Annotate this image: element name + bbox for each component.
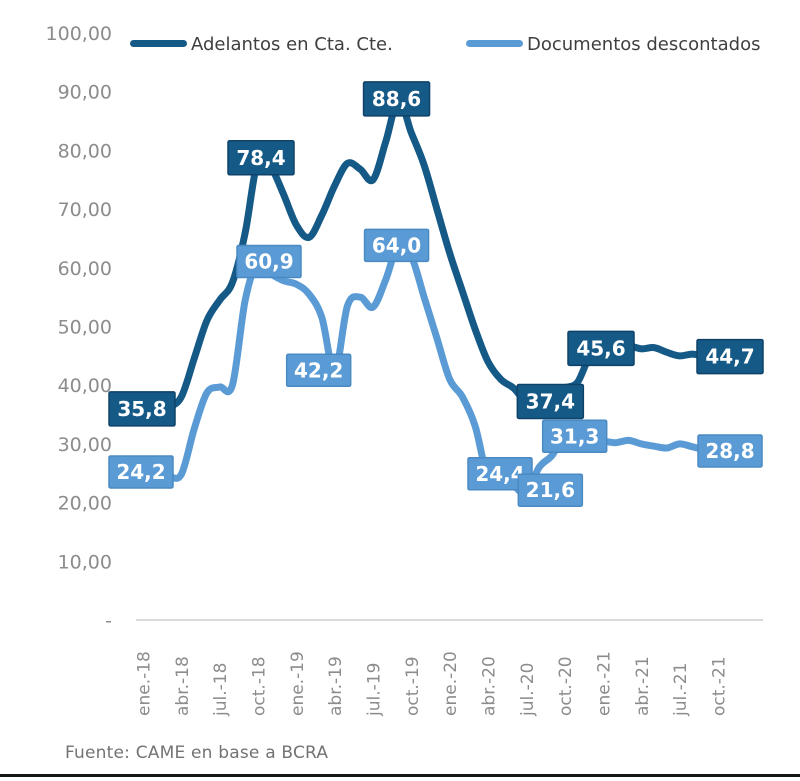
y-axis-tick-label: 50,00 bbox=[58, 317, 112, 339]
data-label-box bbox=[108, 391, 176, 427]
x-axis-tick-label: jul.-18 bbox=[211, 663, 231, 717]
data-label-value: 37,4 bbox=[526, 389, 575, 413]
legend-marker bbox=[130, 40, 187, 47]
data-label-documentos: 42,2 bbox=[285, 353, 352, 388]
series-line-documentos bbox=[139, 239, 722, 498]
data-label-value: 24,4 bbox=[475, 462, 524, 486]
data-label-box bbox=[236, 244, 302, 279]
x-axis-tick-label: oct.-20 bbox=[556, 656, 576, 716]
data-label-box bbox=[696, 338, 764, 375]
x-axis-tick-label: abr.-19 bbox=[326, 656, 346, 716]
data-label-box bbox=[541, 419, 608, 454]
data-label-adelantos: 88,6 bbox=[362, 81, 431, 117]
x-axis-tick-label: ene.-20 bbox=[441, 651, 461, 716]
data-label-box bbox=[362, 81, 431, 117]
data-label-box bbox=[517, 473, 584, 507]
x-axis-tick-label: oct.-18 bbox=[250, 656, 270, 716]
data-label-documentos: 21,6 bbox=[517, 473, 584, 507]
data-label-documentos: 24,4 bbox=[467, 457, 533, 491]
data-label-box bbox=[516, 383, 585, 420]
x-axis-tick-label: oct.-19 bbox=[403, 656, 423, 716]
y-axis-tick-label: 70,00 bbox=[58, 199, 112, 221]
x-axis-tick-label: jul.-19 bbox=[365, 663, 385, 717]
y-axis-tick-label: 90,00 bbox=[58, 82, 112, 104]
y-axis-tick-label: 10,00 bbox=[58, 551, 112, 573]
data-label-value: 28,8 bbox=[705, 439, 754, 463]
x-axis-tick-label: ene.-19 bbox=[288, 651, 308, 716]
data-label-box bbox=[697, 434, 763, 468]
data-label-box bbox=[285, 353, 352, 388]
data-label-value: 24,2 bbox=[116, 460, 165, 484]
data-label-documentos: 60,9 bbox=[236, 244, 302, 279]
y-axis-tick-label: 60,00 bbox=[58, 258, 112, 280]
x-axis-tick-label: abr.-21 bbox=[633, 656, 653, 716]
data-label-documentos: 24,2 bbox=[108, 455, 174, 489]
y-axis-tick-label: 100,00 bbox=[46, 23, 112, 45]
data-label-value: 60,9 bbox=[244, 250, 293, 274]
legend-marker bbox=[466, 40, 523, 47]
x-axis-tick-label: ene.-18 bbox=[135, 651, 155, 716]
y-axis-tick-label: 80,00 bbox=[58, 140, 112, 162]
data-label-adelantos: 35,8 bbox=[108, 391, 176, 427]
data-label-value: 45,6 bbox=[576, 336, 625, 360]
data-label-value: 44,7 bbox=[705, 345, 754, 369]
bottom-border-rule bbox=[0, 774, 800, 777]
x-axis-tick-label: abr.-20 bbox=[480, 656, 500, 716]
data-label-value: 21,6 bbox=[526, 478, 575, 502]
data-label-box bbox=[108, 455, 174, 489]
data-label-documentos: 64,0 bbox=[363, 228, 430, 263]
data-label-box bbox=[363, 228, 430, 263]
legend-item-adelantos: Adelantos en Cta. Cte. bbox=[130, 34, 393, 55]
data-label-box bbox=[567, 330, 635, 367]
data-label-adelantos: 45,6 bbox=[567, 330, 635, 367]
x-axis-tick-label: ene.-21 bbox=[595, 651, 615, 716]
data-label-documentos: 31,3 bbox=[541, 419, 608, 454]
legend-item-documentos: Documentos descontados bbox=[466, 34, 760, 55]
line-chart: 100,00 90,00 80,00 70,00 60,00 50,00 40,00 30,0… bbox=[46, 23, 764, 717]
data-label-value: 31,3 bbox=[550, 424, 599, 448]
y-axis-tick-label: 40,00 bbox=[58, 375, 112, 397]
y-axis-tick-label: - bbox=[105, 610, 112, 632]
data-label-adelantos: 37,4 bbox=[516, 383, 585, 420]
y-axis-tick-label: 20,00 bbox=[58, 493, 112, 515]
x-axis-tick-label: oct.-21 bbox=[710, 656, 730, 716]
data-label-value: 42,2 bbox=[294, 358, 343, 382]
x-axis-tick-label: jul.-21 bbox=[671, 663, 691, 717]
data-label-value: 64,0 bbox=[372, 233, 421, 257]
legend-label: Adelantos en Cta. Cte. bbox=[191, 34, 393, 55]
x-axis-tick-label: jul.-20 bbox=[518, 663, 538, 717]
x-axis-tick-label: abr.-18 bbox=[173, 656, 193, 716]
legend-label: Documentos descontados bbox=[527, 34, 760, 55]
data-label-adelantos: 78,4 bbox=[227, 140, 295, 176]
source-caption: Fuente: CAME en base a BCRA bbox=[65, 743, 329, 763]
y-axis-tick-label: 30,00 bbox=[58, 434, 112, 456]
data-label-documentos: 28,8 bbox=[697, 434, 763, 468]
data-label-value: 35,8 bbox=[117, 397, 166, 421]
data-label-value: 78,4 bbox=[236, 146, 285, 170]
data-label-adelantos: 44,7 bbox=[696, 338, 764, 375]
data-label-value: 88,6 bbox=[372, 87, 421, 111]
data-label-box bbox=[227, 140, 295, 176]
